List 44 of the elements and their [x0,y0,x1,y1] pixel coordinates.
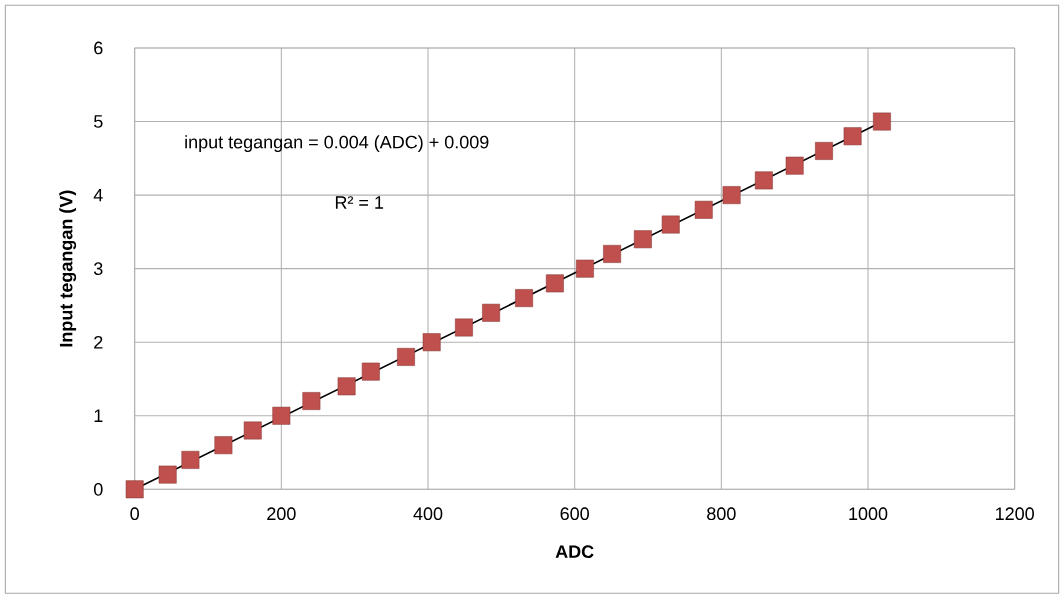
x-tick-label: 0 [130,507,139,521]
x-tick-label: 1200 [996,507,1034,521]
point [515,289,534,308]
point [873,112,891,131]
y-axis-title: Input tegangan (V) [59,190,77,347]
point [694,200,713,219]
point [785,156,804,175]
y-tick-label: 2 [94,335,103,349]
point [272,406,291,425]
x-axis-title: ADC [555,545,594,558]
point [482,303,501,322]
point [815,142,833,160]
point [181,450,200,469]
point [754,171,773,190]
annotation: R² = 1 [335,196,384,209]
point [633,230,652,249]
y-tick-label: 6 [94,41,103,55]
point [361,362,380,381]
x-tick-label: 600 [560,507,589,521]
point [125,480,144,499]
x-tick-label: 800 [707,507,736,521]
x-tick-label: 1000 [849,507,888,521]
point [722,186,741,205]
point [661,215,680,234]
y-tick-label: 3 [93,262,103,276]
point [603,245,622,263]
annotation: input tegangan = 0.004 (ADC) + 0.009 [185,135,489,153]
y-tick-label: 4 [93,188,103,202]
point [576,259,594,278]
point [243,421,262,440]
point [545,274,564,293]
y-tick-label: 1 [94,409,103,422]
point [158,465,177,484]
point [337,377,356,396]
y-tick-label: 5 [94,115,103,128]
point [397,347,415,366]
x-tick-label: 400 [413,507,443,521]
point [422,333,441,352]
point [214,436,233,455]
x-tick-label: 200 [267,507,296,521]
point [843,127,862,146]
point [455,318,473,337]
y-tick-label: 0 [94,482,103,496]
point [302,392,321,410]
